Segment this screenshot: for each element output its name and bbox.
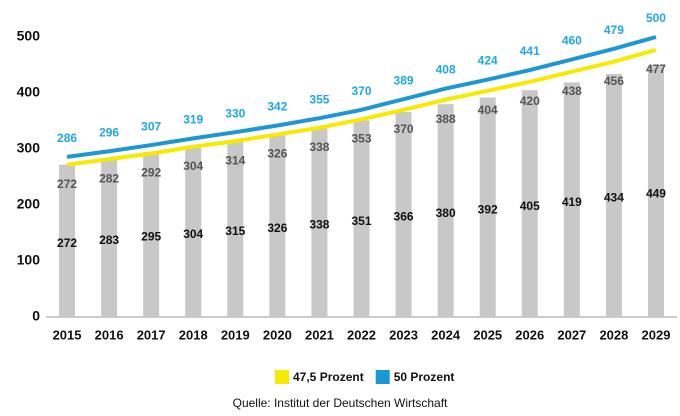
bar-value-label: 405	[520, 199, 540, 213]
line-value-label: 355	[309, 92, 329, 106]
x-tick-label: 2016	[95, 327, 124, 342]
x-tick-label: 2018	[179, 327, 208, 342]
line-value-label: 389	[394, 73, 414, 87]
legend-swatch	[275, 370, 289, 384]
y-tick-label: 300	[17, 140, 41, 156]
bar-value-label: 419	[562, 195, 582, 209]
bar-value-label: 326	[267, 221, 287, 235]
bar-value-label: 272	[57, 236, 77, 250]
bar-value-label: 351	[351, 214, 371, 228]
x-tick-label: 2027	[557, 327, 586, 342]
bar-value-label: 295	[141, 230, 161, 244]
line-value-label: 286	[57, 131, 77, 145]
line-value-label: 388	[436, 112, 456, 126]
line-value-label: 420	[520, 94, 540, 108]
bar	[143, 151, 160, 317]
line-value-label: 307	[141, 119, 161, 133]
bar-value-label: 283	[99, 233, 119, 247]
line-value-label: 314	[225, 153, 245, 167]
y-tick-label: 400	[17, 84, 41, 100]
line-value-label: 460	[562, 34, 582, 48]
bar	[647, 65, 664, 317]
line-value-label: 292	[141, 166, 161, 180]
bar	[437, 104, 454, 317]
bar	[353, 120, 370, 317]
line-value-label: 272	[57, 177, 77, 191]
bar	[479, 97, 496, 317]
bar-value-label: 380	[436, 206, 456, 220]
x-tick-label: 2020	[263, 327, 292, 342]
x-tick-label: 2025	[473, 327, 502, 342]
source: Quelle: Institut der Deutschen Wirtschaf…	[233, 396, 448, 410]
line-value-label: 353	[351, 131, 371, 145]
bar	[269, 134, 286, 317]
line-value-label: 370	[394, 122, 414, 136]
x-tick-label: 2024	[431, 327, 461, 342]
line-value-label: 326	[267, 147, 287, 161]
legend-label: 50 Prozent	[394, 370, 455, 384]
line-value-label: 477	[646, 62, 666, 76]
line-value-label: 479	[604, 23, 624, 37]
bar	[59, 164, 76, 317]
line-value-label: 441	[520, 44, 540, 58]
bar-value-label: 304	[183, 227, 203, 241]
line-value-label: 424	[478, 54, 498, 68]
line-value-label: 404	[478, 103, 498, 117]
line	[66, 35, 657, 159]
line-value-label: 338	[309, 140, 329, 154]
x-tick-label: 2015	[53, 327, 82, 342]
bar-value-label: 434	[604, 191, 624, 205]
line-value-label: 408	[436, 63, 456, 77]
bar	[395, 112, 412, 317]
bar	[185, 146, 202, 317]
y-tick-label: 0	[32, 308, 40, 324]
line-value-label: 319	[183, 113, 203, 127]
line-value-label: 370	[351, 84, 371, 98]
line-value-label: 330	[225, 106, 245, 120]
line-value-label: 282	[99, 171, 119, 185]
x-tick-label: 2029	[642, 327, 671, 342]
x-tick-label: 2021	[305, 327, 334, 342]
bar-value-label: 392	[478, 202, 498, 216]
line-value-label: 342	[267, 100, 287, 114]
bar-value-label: 366	[394, 210, 414, 224]
y-tick-label: 200	[17, 196, 41, 212]
bar	[227, 140, 244, 317]
bar-value-label: 449	[646, 186, 666, 200]
bar	[605, 73, 622, 318]
bar	[311, 127, 328, 317]
y-tick-label: 100	[17, 252, 41, 268]
x-tick-label: 2023	[389, 327, 418, 342]
bar	[101, 158, 118, 317]
line-value-label: 500	[646, 11, 666, 25]
x-tick-label: 2028	[599, 327, 628, 342]
line	[66, 47, 657, 167]
legend-label: 47,5 Prozent	[293, 370, 364, 384]
y-tick-label: 500	[17, 28, 41, 44]
bar	[521, 90, 538, 317]
bar	[563, 82, 580, 317]
line-value-label: 304	[183, 159, 203, 173]
x-tick-label: 2017	[137, 327, 166, 342]
bar-value-label: 338	[309, 218, 329, 232]
line-value-label: 296	[99, 125, 119, 139]
bar-value-label: 315	[225, 224, 245, 238]
x-tick-label: 2019	[221, 327, 250, 342]
x-tick-label: 2022	[347, 327, 376, 342]
line-value-label: 456	[604, 74, 624, 88]
x-tick-label: 2026	[515, 327, 544, 342]
line-value-label: 438	[562, 84, 582, 98]
legend-swatch	[375, 370, 390, 384]
